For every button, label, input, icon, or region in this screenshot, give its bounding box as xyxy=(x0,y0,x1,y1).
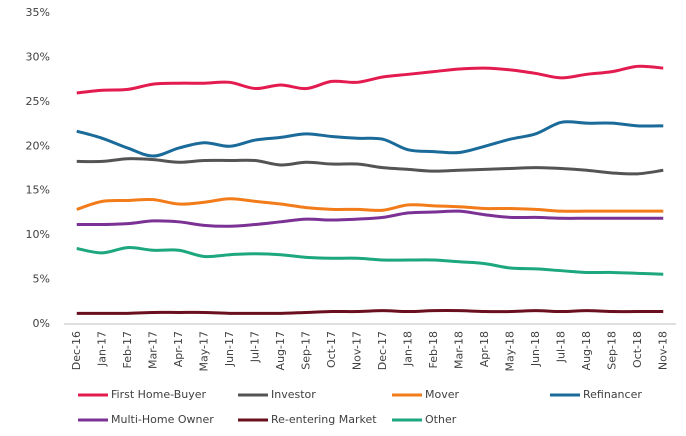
series-line xyxy=(76,120,664,158)
series-line xyxy=(76,157,664,176)
y-tick-label: 35% xyxy=(26,6,50,19)
series-line xyxy=(76,197,664,213)
series-line xyxy=(76,209,664,228)
x-tick-label: Sep-17 xyxy=(299,331,312,370)
x-tick-label: Apr-17 xyxy=(172,331,185,367)
x-tick-label: Feb-18 xyxy=(427,331,440,368)
legend-label: Other xyxy=(425,413,457,426)
x-tick-label: Feb-17 xyxy=(121,331,134,368)
legend-label: Investor xyxy=(271,388,316,401)
y-tick-label: 10% xyxy=(26,228,50,241)
x-tick-label: Sep-18 xyxy=(605,331,618,370)
x-tick-label: Aug-17 xyxy=(274,331,287,370)
x-tick-label: Jun-17 xyxy=(223,331,236,367)
x-tick-label: Dec-16 xyxy=(70,331,83,370)
x-tick-label: Oct-17 xyxy=(325,331,338,368)
x-tick-label: Mar-17 xyxy=(146,331,159,369)
x-tick-label: May-17 xyxy=(197,331,210,372)
x-tick-label: Aug-18 xyxy=(580,331,593,370)
legend-label: Re-entering Market xyxy=(271,413,377,426)
x-tick-label: May-18 xyxy=(503,331,516,372)
legend-label: Mover xyxy=(425,388,459,401)
x-tick-label: Oct-18 xyxy=(631,331,644,368)
x-tick-label: Apr-18 xyxy=(478,331,491,367)
y-tick-label: 0% xyxy=(33,317,50,330)
series-line xyxy=(76,309,664,315)
x-tick-label: Dec-17 xyxy=(376,331,389,370)
series-line xyxy=(76,246,664,276)
y-tick-label: 25% xyxy=(26,95,50,108)
x-tick-label: Jul-18 xyxy=(554,331,567,363)
x-tick-label: Jan-18 xyxy=(401,331,414,367)
x-tick-label: Jan-17 xyxy=(95,331,108,367)
legend-label: Refinancer xyxy=(583,388,642,401)
series-line xyxy=(76,64,664,95)
x-tick-label: Nov-17 xyxy=(350,331,363,370)
x-tick-label: Jul-17 xyxy=(248,331,261,363)
legend-label: Multi-Home Owner xyxy=(111,413,214,426)
x-tick-label: Mar-18 xyxy=(452,331,465,369)
y-tick-label: 5% xyxy=(33,273,50,286)
y-tick-label: 20% xyxy=(26,139,50,152)
x-tick-label: Nov-18 xyxy=(656,331,669,370)
legend-label: First Home-Buyer xyxy=(111,388,207,401)
x-tick-label: Jun-18 xyxy=(529,331,542,367)
y-tick-label: 30% xyxy=(26,50,50,63)
y-tick-label: 15% xyxy=(26,184,50,197)
